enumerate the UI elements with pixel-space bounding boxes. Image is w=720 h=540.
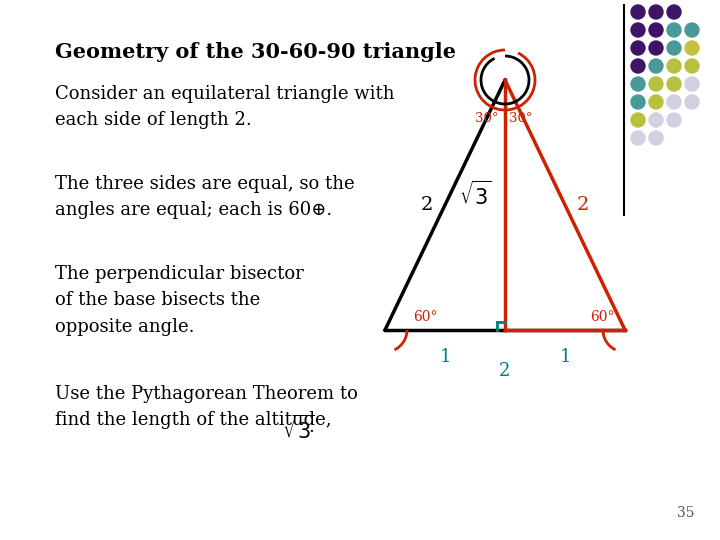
Circle shape	[667, 77, 681, 91]
Text: 60°: 60°	[590, 310, 615, 324]
Text: 30°: 30°	[509, 112, 533, 125]
Circle shape	[649, 23, 663, 37]
Text: .: .	[308, 418, 314, 436]
Text: 1: 1	[559, 348, 571, 366]
Text: Geometry of the 30-60-90 triangle: Geometry of the 30-60-90 triangle	[55, 42, 456, 62]
Circle shape	[631, 41, 645, 55]
Circle shape	[667, 23, 681, 37]
Circle shape	[631, 77, 645, 91]
Circle shape	[667, 41, 681, 55]
Circle shape	[649, 41, 663, 55]
Circle shape	[685, 95, 699, 109]
Text: 1: 1	[439, 348, 451, 366]
Circle shape	[685, 77, 699, 91]
Circle shape	[649, 59, 663, 73]
Circle shape	[631, 131, 645, 145]
Text: $\sqrt{3}$: $\sqrt{3}$	[282, 415, 315, 443]
Circle shape	[631, 95, 645, 109]
Text: Use the Pythagorean Theorem to
find the length of the altitude,: Use the Pythagorean Theorem to find the …	[55, 385, 358, 429]
Text: 2: 2	[577, 196, 589, 214]
Text: $\sqrt{3}$: $\sqrt{3}$	[459, 181, 492, 209]
Circle shape	[649, 113, 663, 127]
Text: 2: 2	[499, 362, 510, 380]
Circle shape	[667, 95, 681, 109]
Circle shape	[631, 59, 645, 73]
Circle shape	[667, 113, 681, 127]
Circle shape	[685, 41, 699, 55]
Circle shape	[631, 113, 645, 127]
Text: The three sides are equal, so the
angles are equal; each is 60⊕.: The three sides are equal, so the angles…	[55, 175, 355, 219]
Text: 35: 35	[678, 506, 695, 520]
Circle shape	[649, 95, 663, 109]
Circle shape	[667, 59, 681, 73]
Text: Consider an equilateral triangle with
each side of length 2.: Consider an equilateral triangle with ea…	[55, 85, 395, 130]
Circle shape	[685, 59, 699, 73]
Circle shape	[631, 5, 645, 19]
Circle shape	[667, 5, 681, 19]
Text: 60°: 60°	[413, 310, 438, 324]
Text: The perpendicular bisector
of the base bisects the
opposite angle.: The perpendicular bisector of the base b…	[55, 265, 304, 336]
Circle shape	[685, 23, 699, 37]
Circle shape	[631, 23, 645, 37]
Text: 2: 2	[420, 196, 433, 214]
Circle shape	[649, 77, 663, 91]
Text: 30°: 30°	[475, 112, 499, 125]
Circle shape	[649, 5, 663, 19]
Circle shape	[649, 131, 663, 145]
